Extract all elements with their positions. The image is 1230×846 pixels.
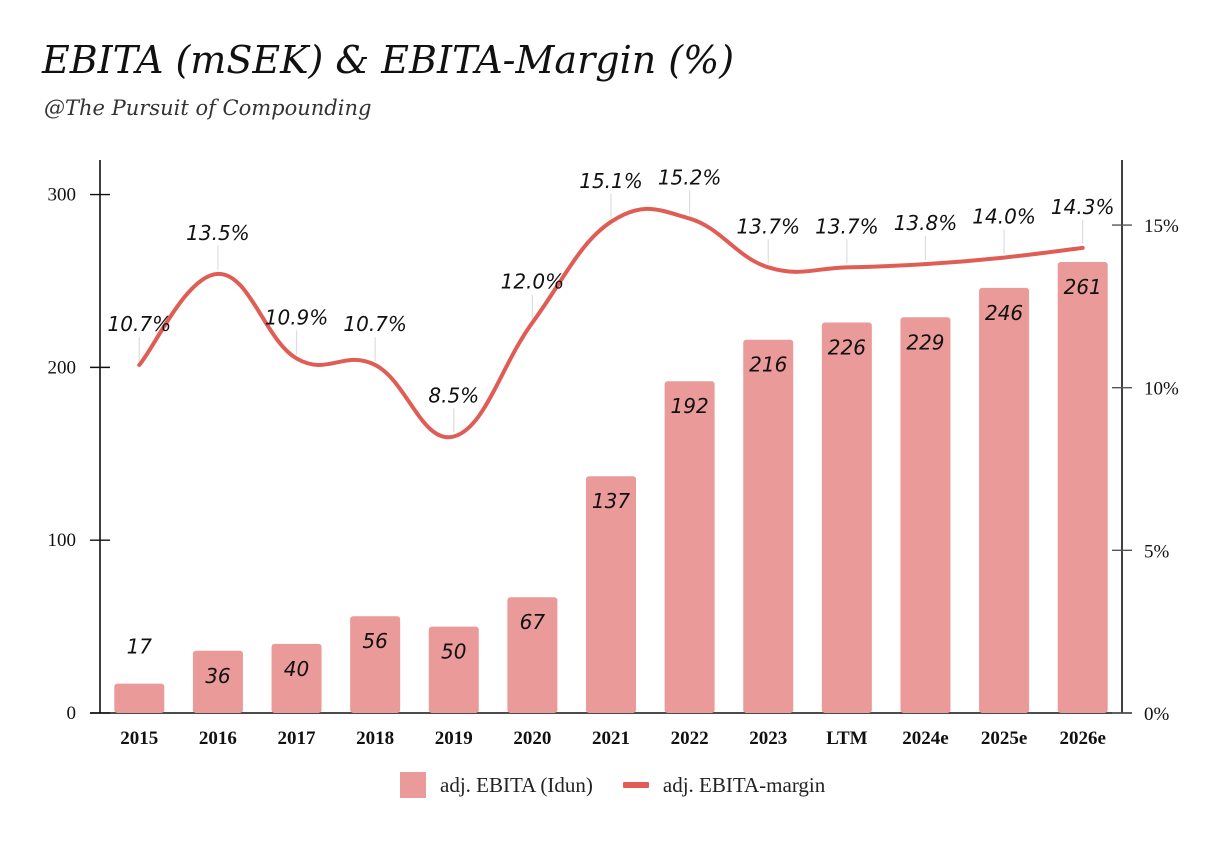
bar	[979, 287, 1030, 713]
x-tick-label: LTM	[826, 728, 868, 749]
bar-value-label: 36	[205, 664, 230, 688]
bar-value-label: 40	[284, 657, 309, 681]
legend-label-bar: adj. EBITA (Idun)	[440, 772, 593, 797]
bar	[743, 339, 794, 713]
x-tick-label: 2017	[278, 728, 317, 749]
bar-value-label: 17	[127, 635, 153, 659]
bar-value-label: 192	[671, 394, 709, 418]
bar-value-label: 246	[985, 301, 1023, 325]
x-tick-label: 2026e	[1059, 728, 1105, 749]
margin-value-label: 10.7%	[343, 312, 407, 336]
chart-title: EBITA (mSEK) & EBITA-Margin (%)	[42, 38, 735, 82]
x-tick-label: 2020	[513, 728, 551, 749]
margin-value-label: 8.5%	[428, 384, 479, 408]
bar-value-label: 216	[749, 353, 787, 377]
x-tick-label: 2024e	[902, 728, 948, 749]
right-tick-label: 5%	[1144, 541, 1170, 562]
bar	[900, 317, 951, 713]
bar	[507, 597, 558, 713]
margin-value-label: 14.0%	[972, 205, 1036, 229]
bar	[586, 476, 636, 713]
legend-label-line: adj. EBITA-margin	[662, 772, 826, 797]
bar-value-label: 137	[592, 489, 630, 513]
margin-value-label: 12.0%	[501, 270, 565, 294]
legend-swatch-bar	[400, 772, 426, 798]
bar-value-label: 261	[1064, 275, 1102, 299]
margin-value-label: 13.7%	[815, 214, 879, 238]
margin-value-label: 15.2%	[658, 166, 722, 190]
bar-value-label: 229	[906, 330, 944, 354]
chart-axes: 0 100 200 300 0% 5% 10% 15% 2015 2016 2017 2018 2019…	[48, 160, 1179, 749]
margin-line	[137, 206, 1085, 440]
x-tick-label: 2018	[356, 728, 394, 749]
margin-value-label: 10.9%	[265, 305, 329, 329]
left-tick-label: 300	[48, 185, 77, 206]
bar	[428, 626, 479, 713]
right-tick-label: 15%	[1144, 216, 1179, 237]
bar	[271, 643, 322, 713]
x-tick-label: 2023	[749, 728, 787, 749]
bar-value-label: 67	[520, 610, 546, 634]
bar	[664, 381, 715, 713]
margin-value-label: 15.1%	[579, 169, 643, 193]
bar-value-label: 226	[828, 335, 866, 359]
legend: adj. EBITA (Idun) adj. EBITA-margin	[400, 772, 855, 798]
right-tick-label: 10%	[1144, 379, 1179, 400]
x-tick-label: 2025e	[981, 728, 1027, 749]
line-label-leaders	[138, 190, 1084, 433]
x-tick-label: 2022	[671, 728, 709, 749]
margin-value-label: 14.3%	[1051, 195, 1115, 219]
legend-swatch-line	[622, 782, 649, 788]
margin-value-label: 13.5%	[186, 221, 250, 245]
left-tick-label: 200	[48, 357, 77, 378]
margin-value-label: 13.8%	[894, 211, 958, 235]
margin-value-label: 13.7%	[736, 214, 800, 238]
legend-item-line[interactable]: adj. EBITA-margin	[622, 772, 826, 798]
left-tick-label: 0	[67, 703, 77, 724]
x-tick-label: 2016	[199, 728, 237, 749]
bar-value-label: 50	[441, 640, 466, 664]
data-labels: 17 36 40 56 50 67 137 192 216 226 229 246 261 10.7% 13…	[108, 166, 1115, 688]
left-tick-label: 100	[48, 530, 77, 551]
line-series	[137, 206, 1085, 440]
chart-subtitle: @The Pursuit of Compounding	[44, 96, 372, 120]
x-tick-label: 2015	[120, 728, 158, 749]
margin-value-label: 10.7%	[108, 312, 172, 336]
bar-value-label: 56	[362, 629, 387, 653]
bar	[821, 322, 872, 713]
x-tick-label: 2019	[435, 728, 473, 749]
bar	[192, 650, 243, 713]
right-tick-label: 0%	[1144, 704, 1170, 725]
bar	[114, 683, 165, 713]
legend-item-bar[interactable]: adj. EBITA (Idun)	[400, 772, 593, 798]
x-tick-label: 2021	[592, 728, 630, 749]
bar	[350, 616, 401, 713]
bar	[1057, 261, 1108, 713]
bar-series	[114, 261, 1108, 713]
